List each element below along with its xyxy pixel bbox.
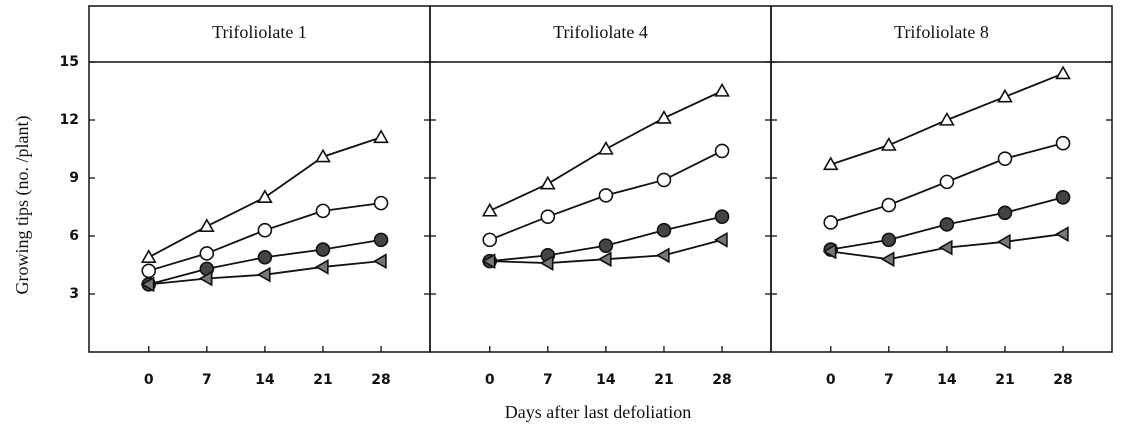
marker (939, 174, 955, 190)
marker (714, 143, 730, 159)
marker (598, 188, 614, 203)
y-tick-label: 12 (60, 112, 79, 128)
marker (141, 263, 157, 279)
marker (314, 259, 329, 275)
marker (1055, 135, 1071, 151)
x-tick-label: 14 (596, 372, 616, 388)
marker (315, 242, 331, 257)
marker (656, 172, 672, 188)
marker (598, 238, 614, 253)
marker (938, 239, 953, 256)
marker (939, 111, 955, 126)
panel-frame (429, 5, 772, 353)
marker (881, 197, 897, 213)
marker (598, 140, 614, 155)
marker (1055, 65, 1071, 80)
marker (823, 215, 839, 230)
marker (822, 156, 839, 171)
marker (198, 218, 215, 233)
y-tick-label: 9 (69, 170, 79, 186)
marker (1055, 190, 1071, 205)
marker (257, 222, 273, 238)
marker (997, 88, 1013, 103)
y-axis-label: Growing tips (no. /plant) (12, 116, 33, 295)
marker (997, 151, 1013, 166)
panel-frame (770, 5, 1113, 353)
x-tick-label: 28 (712, 372, 731, 388)
marker (140, 276, 155, 293)
marker (880, 137, 897, 151)
marker (315, 203, 331, 219)
marker (482, 232, 498, 248)
marker (373, 129, 389, 144)
marker (656, 222, 672, 238)
marker (656, 109, 672, 124)
marker (655, 247, 670, 264)
x-tick-label: 28 (1053, 372, 1072, 388)
panel-frame (88, 5, 431, 353)
marker (597, 251, 612, 268)
marker (880, 251, 895, 268)
panel-title: Trifoliolate 1 (212, 22, 307, 42)
x-tick-label: 14 (937, 372, 957, 388)
marker (373, 232, 389, 248)
panel-title: Trifoliolate 4 (553, 22, 648, 42)
x-tick-label: 28 (371, 372, 390, 388)
marker (140, 249, 157, 263)
marker (539, 175, 556, 190)
marker (822, 243, 837, 260)
x-tick-label: 7 (543, 372, 553, 388)
x-tick-label: 14 (255, 372, 275, 388)
y-tick-label: 15 (60, 54, 79, 70)
marker (540, 209, 556, 224)
marker (714, 82, 730, 97)
marker (315, 148, 331, 163)
y-tick-label: 3 (69, 286, 79, 302)
marker (713, 231, 728, 248)
marker (481, 202, 498, 217)
marker (939, 217, 955, 232)
marker (372, 253, 387, 270)
marker (199, 246, 215, 261)
marker (257, 189, 273, 204)
marker (881, 232, 897, 248)
x-tick-label: 0 (485, 372, 495, 388)
marker (997, 205, 1013, 221)
x-tick-label: 7 (884, 372, 894, 388)
x-axis-label: Days after last defoliation (505, 402, 691, 422)
marker (256, 266, 271, 283)
marker (373, 195, 389, 211)
panel-title: Trifoliolate 8 (894, 22, 989, 42)
marker (481, 253, 496, 270)
x-tick-label: 0 (144, 372, 154, 388)
y-tick-label: 6 (69, 228, 79, 244)
marker (257, 249, 273, 265)
x-tick-label: 21 (654, 372, 673, 388)
x-tick-label: 0 (826, 372, 836, 388)
marker (714, 209, 730, 224)
x-tick-label: 21 (313, 372, 332, 388)
marker (996, 233, 1011, 250)
marker (1054, 226, 1069, 242)
x-tick-label: 7 (202, 372, 212, 388)
marker (198, 270, 213, 287)
marker (539, 255, 554, 271)
x-tick-label: 21 (995, 372, 1014, 388)
